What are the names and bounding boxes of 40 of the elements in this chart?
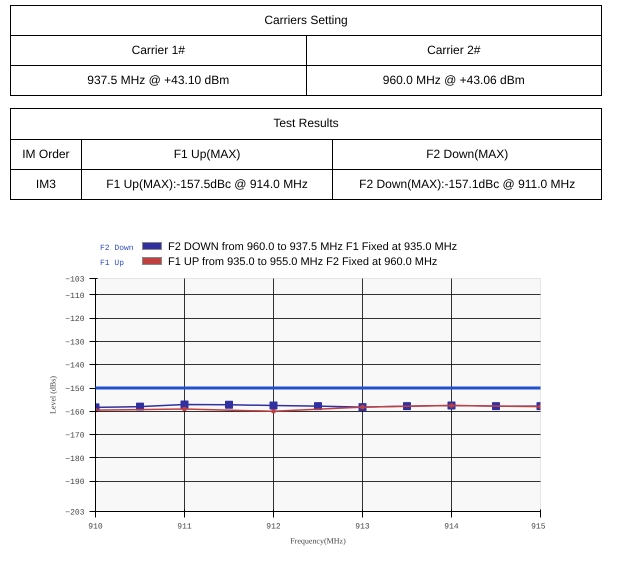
text: 960.0 MHz @ +43.06 dBm (306, 66, 602, 96)
legend-label: F2 DOWN from 960.0 to 937.5 MHz F1 Fixed at 935.0 MHz (168, 241, 458, 253)
text: Carriers Setting (10, 6, 602, 36)
x-tick-label: 914 (444, 522, 459, 532)
y-tick-label: −140 (65, 362, 85, 371)
text: 937.5 MHz @ +43.10 dBm (10, 66, 306, 96)
y-tick-label: −160 (65, 408, 85, 418)
text: F1 Up (100, 258, 126, 270)
text: Carrier 2# (306, 36, 602, 66)
y-tick-label: −190 (65, 478, 85, 488)
x-tick-label: 912 (266, 522, 281, 532)
text: F2 Down (100, 243, 135, 255)
point (225, 400, 233, 409)
y-tick-label: −203 (65, 508, 85, 518)
x-tick-label: 915 (531, 522, 546, 532)
text: F1 Up(MAX) (81, 139, 333, 170)
y-axis-title: Level (dBs) (48, 376, 58, 414)
y-tick-label: −170 (65, 432, 85, 441)
x-axis-title: Frequency(MHz) (290, 536, 346, 546)
x-tick-label: 913 (355, 522, 370, 532)
text: IM3 (10, 169, 82, 200)
point (182, 406, 186, 411)
y-tick-label: −180 (65, 454, 85, 464)
x-tick-label: 911 (177, 522, 192, 532)
point (270, 401, 278, 410)
text: F2 Down(MAX) (332, 139, 602, 170)
text: IM Order (10, 139, 82, 170)
legend-label: F1 UP from 935.0 to 955.0 MHz F2 Fixed at 960.0 MHz (168, 256, 438, 268)
text: Test Results (10, 108, 602, 140)
point (272, 409, 276, 414)
point (180, 400, 188, 409)
y-tick-label: −120 (65, 315, 85, 324)
text: F2 Down(MAX):-157.1dBc @ 911.0 MHz (332, 169, 602, 200)
x-tick-label: 910 (88, 522, 103, 532)
y-tick-label: −103 (65, 276, 85, 284)
text: Carrier 1# (10, 36, 306, 66)
text: F1 Up(MAX):-157.5dBc @ 914.0 MHz (81, 169, 333, 200)
y-tick-label: −150 (65, 385, 85, 394)
y-tick-label: −110 (65, 292, 85, 301)
y-tick-label: −130 (65, 338, 85, 348)
